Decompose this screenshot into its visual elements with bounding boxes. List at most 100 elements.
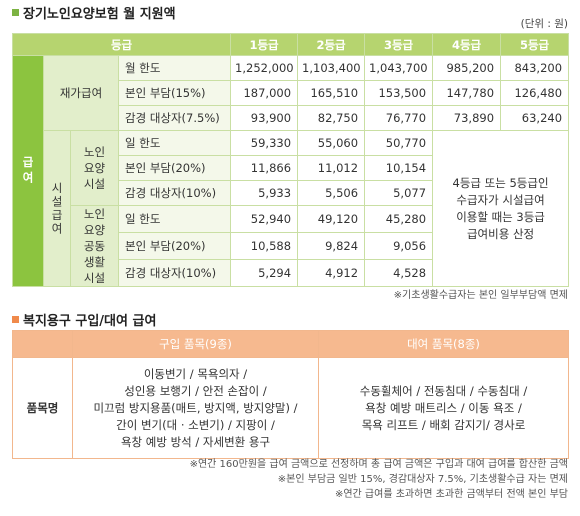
value-cell: 985,200 [432,55,502,81]
text-line: 요양 [83,223,106,237]
value-cell: 82,750 [297,105,366,131]
note-line: ※연간 급여를 초과하면 초과한 금액부터 전액 본인 부담 [334,489,568,500]
section-title: 장기노인요양보험 월 지원액 [12,3,176,22]
bullet [12,316,19,323]
value-cell: 59,330 [230,130,299,156]
data-row: 시설급여 노인 요양 시설 일 한도 59,330 55,060 50,770 4등급 또는 5… [13,130,570,287]
item-label: 일 한도 [117,205,232,233]
unit-label: (단위 : 원) [520,18,568,30]
data-row: 본인 부담(15%) 187,000 165,510 153,500 147,780 12… [13,80,570,106]
value-cell: 1,043,700 [364,55,434,81]
data-row: 급여 재가급여 월 한도 1,252,000 1,103,400 1,043,700 985… [12,55,570,287]
bullet [12,9,19,16]
value-cell: 843,200 [500,55,570,81]
notes: ※연간 160만원을 급여 금액으로 선정하며 총 급여 금액은 구입과 대여 … [190,457,568,502]
value-cell: 10,154 [364,155,434,181]
value-cell: 153,500 [364,80,434,106]
rental-items: 수동휠체어 / 전동침대 / 수동침대 / 욕창 예방 매트리스 / 이동 욕조 … [318,357,569,459]
title-text: 장기노인요양보험 월 지원액 [23,7,176,22]
value-cell: 1,103,400 [297,55,366,81]
header-cell: 4등급 [432,33,502,56]
header-row: 등급 1등급 2등급 3등급 4등급 5등급 [11,33,570,56]
item-label: 본인 부담(20%) [117,155,232,181]
table-body: 품목명 이동변기 / 목욕의자 / 성인용 보행기 / 안전 손잡이 / 미끄럼 방지… [12,357,569,459]
data-row: 본인 부담(20%) 11,866 11,012 10,154 [13,155,569,181]
data-row: 품목명 이동변기 / 목욕의자 / 성인용 보행기 / 안전 손잡이 / 미끄럼 방지… [12,357,569,459]
table-head: 등급 1등급 2등급 3등급 4등급 5등급 [11,33,570,56]
value-cell: 5,077 [364,180,434,206]
note-line: ※본인 부담금 일반 15%, 경감대상자 7.5%, 기초생활수급 자는 면제 [277,474,568,485]
table-body: 급여 재가급여 월 한도 1,252,000 1,103,400 1,043,700 985… [12,55,570,287]
text-line: 성인용 보행기 / 안전 손잡이 / [124,383,267,398]
text-line: 이용할 때는 3등급 [456,209,545,224]
text-line: 노인 [83,207,106,221]
item-label: 본인 부담(15%) [117,80,232,106]
header-cell: 2등급 [297,33,366,56]
data-row: 노인 요양 공동 생활 시설 일 한도 52,940 49,120 45,280 [13,205,569,287]
footnote: ※기초생활수급자는 본인 일부부담액 면제 [393,290,568,301]
subgroup-label: 재가급여 [43,55,119,131]
value-cell: 9,824 [297,232,366,260]
value-cell: 45,280 [364,205,434,233]
text-line: 요양 [83,161,106,175]
header-cell: 등급 [11,33,232,56]
text-line: 4등급 또는 5등급인 [452,175,549,190]
value-cell: 9,056 [364,232,434,260]
value-cell: 5,933 [230,180,299,206]
header-cell: 구입 품목(9종) [72,330,319,358]
value-cell: 63,240 [500,105,570,131]
value-cell: 55,060 [297,130,366,156]
item-label: 일 한도 [117,130,232,156]
text-line: 이동변기 / 목욕의자 / [143,366,248,381]
text-line: 시설 [83,177,106,191]
value-cell: 49,120 [297,205,366,233]
section-title: 복지용구 구입/대여 급여 [12,310,156,329]
subgroup-label: 시설급여 [43,130,71,287]
value-cell: 93,900 [230,105,299,131]
text-line: 미끄럼 방지용품(매트, 방지액, 방지양말) / [93,400,298,415]
text-line: 간이 변기(대 · 소변기) / 지팡이 / [116,417,275,432]
value-cell: 76,770 [364,105,434,131]
item-label: 감경 대상자(10%) [117,259,232,287]
value-cell: 5,506 [297,180,366,206]
item-label: 감경 대상자(7.5%) [117,105,232,131]
data-row: 감경 대상자(10%) 5,933 5,506 5,077 [13,180,569,206]
header-cell: 1등급 [230,33,299,56]
text-line: 수급자가 시설급여 [456,192,545,207]
value-cell: 52,940 [230,205,299,233]
purchase-items: 이동변기 / 목욕의자 / 성인용 보행기 / 안전 손잡이 / 미끄럼 방지용품(… [72,357,319,459]
support-table: 등급 1등급 2등급 3등급 4등급 5등급 급여 재가급여 월 한도 1,252,000 1,10… [11,33,570,287]
text-line: 욕창 예방 방석 / 자세변환 용구 [120,434,271,449]
data-row: 본인 부담(20%) 10,588 9,824 9,056 [13,232,569,260]
value-cell: 5,294 [230,259,299,287]
value-cell: 50,770 [364,130,434,156]
item-label: 본인 부담(20%) [117,232,232,260]
group-label: 급여 [12,55,44,287]
value-cell: 126,480 [500,80,570,106]
header-cell: 5등급 [500,33,570,56]
value-cell: 147,780 [432,80,502,106]
text-line: 급여비용 산정 [466,226,535,241]
text-line: 욕창 예방 매트리스 / 이동 욕조 / [365,400,522,415]
value-cell: 4,912 [297,259,366,287]
value-cell: 187,000 [230,80,299,106]
facility-type: 노인 요양 시설 [70,130,119,206]
value-cell: 165,510 [297,80,366,106]
value-cell: 11,866 [230,155,299,181]
item-label: 월 한도 [117,55,232,81]
title-text: 복지용구 구입/대여 급여 [23,314,157,329]
text-line: 수동휠체어 / 전동침대 / 수동침대 / [359,383,528,398]
value-cell: 10,588 [230,232,299,260]
equipment-table: 구입 품목(9종) 대여 품목(8종) 품목명 이동변기 / 목욕의자 / 성인용 보행… [12,330,569,459]
value-cell: 11,012 [297,155,366,181]
header-cell: 대여 품목(8종) [318,330,569,358]
text-line: 목욕 리프트 / 배회 감지기/ 경사로 [361,417,526,432]
item-label: 감경 대상자(10%) [117,180,232,206]
facility-type: 노인 요양 공동 생활 시설 [70,205,119,287]
header-row: 구입 품목(9종) 대여 품목(8종) [12,330,569,358]
note-line: ※연간 160만원을 급여 금액으로 선정하며 총 급여 금액은 구입과 대여 … [189,459,568,470]
value-cell: 1,252,000 [230,55,299,81]
